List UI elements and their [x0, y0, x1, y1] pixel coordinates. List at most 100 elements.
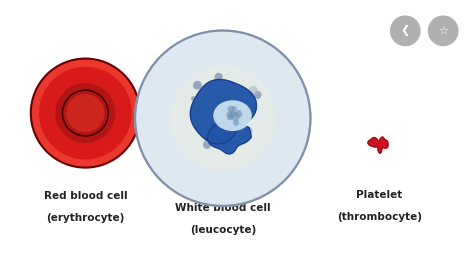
Text: Red blood cell: Red blood cell: [44, 191, 127, 201]
Ellipse shape: [75, 103, 96, 123]
Ellipse shape: [77, 105, 93, 121]
Ellipse shape: [56, 84, 115, 142]
Ellipse shape: [170, 66, 275, 171]
Ellipse shape: [249, 86, 258, 95]
Polygon shape: [368, 137, 388, 153]
Ellipse shape: [48, 76, 123, 151]
Ellipse shape: [84, 112, 87, 114]
Ellipse shape: [69, 97, 101, 130]
Ellipse shape: [45, 73, 126, 153]
Ellipse shape: [191, 96, 196, 101]
Ellipse shape: [51, 78, 120, 148]
Ellipse shape: [57, 85, 114, 142]
Ellipse shape: [59, 87, 112, 140]
Ellipse shape: [223, 95, 231, 104]
Ellipse shape: [39, 67, 132, 159]
Ellipse shape: [233, 111, 238, 116]
Ellipse shape: [33, 61, 138, 166]
Ellipse shape: [57, 85, 113, 141]
Ellipse shape: [76, 104, 95, 123]
Text: (leucocyte): (leucocyte): [190, 225, 256, 235]
Ellipse shape: [227, 114, 233, 120]
Ellipse shape: [228, 108, 231, 112]
Ellipse shape: [34, 62, 137, 164]
Ellipse shape: [232, 97, 237, 101]
Text: ☆: ☆: [438, 26, 448, 36]
Ellipse shape: [42, 70, 128, 156]
Ellipse shape: [31, 59, 139, 167]
Ellipse shape: [60, 88, 110, 138]
Ellipse shape: [46, 74, 124, 152]
Ellipse shape: [65, 93, 106, 134]
Ellipse shape: [62, 90, 109, 136]
Ellipse shape: [68, 95, 103, 131]
Ellipse shape: [47, 75, 123, 151]
Ellipse shape: [48, 76, 122, 150]
Ellipse shape: [65, 93, 105, 133]
Ellipse shape: [68, 96, 102, 130]
Ellipse shape: [213, 100, 252, 131]
Ellipse shape: [49, 77, 121, 149]
Ellipse shape: [203, 141, 211, 149]
Ellipse shape: [221, 134, 230, 143]
Ellipse shape: [51, 79, 119, 147]
Ellipse shape: [37, 65, 134, 161]
Ellipse shape: [196, 109, 201, 114]
Ellipse shape: [58, 86, 112, 140]
Ellipse shape: [55, 82, 116, 144]
Ellipse shape: [45, 72, 126, 154]
Ellipse shape: [254, 91, 262, 99]
Ellipse shape: [82, 110, 88, 116]
Ellipse shape: [214, 128, 222, 137]
Ellipse shape: [42, 69, 129, 157]
Ellipse shape: [211, 99, 218, 106]
Ellipse shape: [79, 106, 92, 120]
Ellipse shape: [55, 83, 115, 143]
Ellipse shape: [73, 101, 98, 125]
Ellipse shape: [81, 109, 90, 117]
Ellipse shape: [53, 80, 118, 146]
Ellipse shape: [235, 110, 242, 118]
Text: (thrombocyte): (thrombocyte): [337, 212, 422, 222]
Text: White blood cell: White blood cell: [175, 203, 271, 213]
Ellipse shape: [209, 128, 213, 133]
Ellipse shape: [231, 106, 237, 112]
Ellipse shape: [193, 81, 202, 90]
Ellipse shape: [64, 91, 107, 135]
Ellipse shape: [32, 60, 138, 166]
Ellipse shape: [209, 111, 215, 118]
Text: (erythrocyte): (erythrocyte): [46, 213, 125, 223]
Ellipse shape: [85, 112, 86, 114]
Ellipse shape: [37, 65, 133, 161]
Ellipse shape: [74, 102, 96, 124]
Ellipse shape: [79, 107, 91, 119]
Ellipse shape: [43, 71, 128, 155]
Ellipse shape: [81, 108, 90, 118]
Ellipse shape: [74, 102, 97, 125]
Ellipse shape: [76, 104, 94, 122]
Ellipse shape: [236, 89, 244, 97]
Ellipse shape: [40, 67, 131, 159]
Ellipse shape: [209, 133, 216, 141]
Ellipse shape: [390, 15, 420, 46]
Ellipse shape: [226, 111, 233, 118]
Text: Platelet: Platelet: [356, 190, 402, 200]
Ellipse shape: [82, 110, 89, 116]
Ellipse shape: [41, 69, 129, 157]
Ellipse shape: [229, 111, 236, 118]
Ellipse shape: [52, 80, 118, 146]
Ellipse shape: [61, 89, 110, 137]
Ellipse shape: [62, 89, 109, 137]
Ellipse shape: [221, 123, 228, 129]
Polygon shape: [191, 79, 256, 144]
Ellipse shape: [209, 132, 217, 140]
Ellipse shape: [83, 111, 87, 115]
Ellipse shape: [72, 99, 99, 127]
Ellipse shape: [135, 31, 310, 206]
Ellipse shape: [46, 74, 125, 153]
Ellipse shape: [66, 94, 104, 132]
Ellipse shape: [231, 112, 240, 121]
Ellipse shape: [228, 96, 232, 100]
Ellipse shape: [80, 108, 91, 118]
Ellipse shape: [232, 139, 240, 147]
